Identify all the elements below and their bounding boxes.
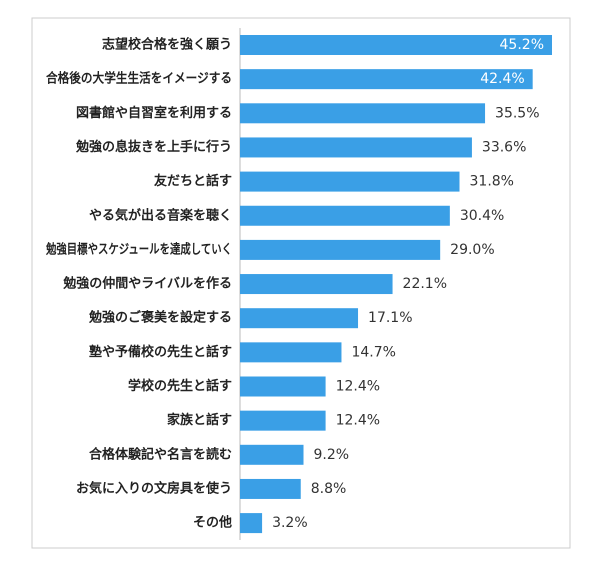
value-label: 12.4%: [336, 379, 380, 395]
category-label: お気に入りの文房具を使う: [76, 480, 232, 496]
bar: [240, 137, 472, 158]
value-label: 31.8%: [470, 174, 514, 190]
bar: [240, 35, 552, 55]
category-label: 勉強の息抜きを上手に行う: [75, 139, 232, 155]
value-label: 45.2%: [500, 37, 544, 53]
value-label: 42.4%: [480, 71, 524, 87]
category-label: 合格体験記や名言を読む: [89, 446, 232, 462]
bar: [240, 205, 450, 226]
bar: [240, 478, 301, 499]
category-label: 図書館や自習室を利用する: [76, 105, 232, 121]
bar: [240, 410, 326, 431]
bar: [240, 513, 263, 534]
category-label: 志望校合格を強く願う: [102, 37, 232, 53]
value-label: 8.8%: [311, 481, 347, 497]
bar: [240, 69, 533, 90]
category-label: 塾や予備校の先生と話す: [89, 344, 232, 360]
value-label: 33.6%: [482, 139, 526, 155]
category-label: 学校の先生と話す: [128, 378, 232, 394]
category-label: 勉強のご褒美を設定する: [88, 310, 232, 326]
bar: [240, 239, 441, 260]
category-label: やる気が出る音楽を聴く: [89, 207, 232, 223]
value-label: 17.1%: [368, 310, 412, 326]
frame: [31, 17, 571, 549]
value-label: 14.7%: [351, 344, 395, 360]
bar: [240, 444, 304, 465]
category-label: 友だちと話す: [154, 173, 232, 189]
value-label: 9.2%: [314, 447, 350, 463]
value-label: 30.4%: [460, 208, 504, 224]
category-label: 家族と話す: [167, 412, 232, 428]
bar: [240, 376, 326, 397]
category-label: その他: [193, 515, 232, 531]
value-label: 3.2%: [272, 515, 308, 531]
value-label: 22.1%: [403, 276, 447, 292]
category-label: 勉強目標やスケジュールを達成していく: [45, 241, 232, 257]
bar: [240, 342, 342, 363]
value-label: 29.0%: [450, 242, 494, 258]
bar: [240, 308, 359, 329]
bar: [240, 171, 460, 192]
value-label: 12.4%: [336, 413, 380, 429]
category-label: 勉強の仲間やライバルを作る: [62, 276, 232, 292]
bar: [240, 274, 393, 295]
value-label: 35.5%: [495, 105, 539, 121]
bar: [240, 103, 486, 124]
category-label: 合格後の大学生生活をイメージする: [46, 71, 232, 87]
